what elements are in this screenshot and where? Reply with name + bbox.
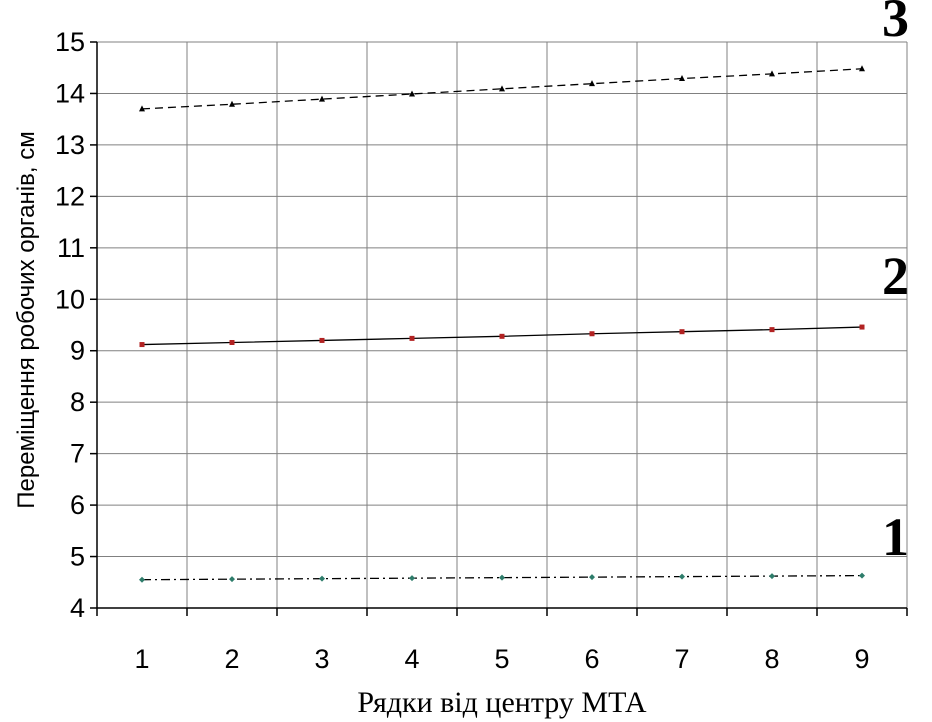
x-tick-label: 2 (224, 644, 239, 674)
series-3-point (769, 70, 775, 77)
series-3-point (319, 95, 325, 102)
series-3-point (409, 90, 415, 97)
y-tick-label: 9 (70, 336, 85, 366)
y-tick-label: 4 (70, 593, 85, 623)
series-1-point (499, 574, 505, 581)
y-tick-label: 13 (55, 130, 85, 160)
series-1-point (409, 575, 415, 582)
x-tick-label: 8 (764, 644, 779, 674)
series-2-point (319, 337, 325, 343)
series-1-label: 1 (882, 507, 909, 567)
y-tick-label: 5 (70, 542, 85, 572)
y-tick-label: 6 (70, 490, 85, 520)
series-3-point (589, 80, 595, 87)
series-3-point (139, 105, 145, 112)
series-2-point (139, 342, 145, 348)
series-2-point (229, 339, 235, 345)
series-2-point (769, 327, 775, 333)
series-group (139, 65, 865, 583)
grid (96, 41, 908, 609)
series-1-point (589, 574, 595, 581)
series-3-point (859, 65, 865, 72)
y-tick-label: 12 (55, 181, 85, 211)
series-3-point (499, 85, 505, 92)
x-tick-label: 1 (134, 644, 149, 674)
x-axis-label: Рядки від центру МТА (357, 686, 647, 719)
y-tick-label: 11 (57, 233, 85, 263)
axes (90, 41, 908, 616)
series-1-point (139, 576, 145, 583)
series-3-line (141, 68, 863, 110)
series-1-line (141, 574, 863, 581)
series-2-point (589, 331, 595, 337)
y-tick-label: 14 (55, 78, 85, 108)
x-tick-label: 4 (404, 644, 419, 674)
y-tick-label: 15 (55, 27, 85, 57)
x-tick-label: 9 (854, 644, 869, 674)
x-tick-label: 3 (314, 644, 329, 674)
x-tick-labels: 1 2 3 4 5 6 7 8 9 (134, 644, 869, 674)
series-2-point (679, 329, 685, 335)
y-tick-label: 8 (70, 387, 85, 417)
y-axis-label: Переміщення робочих органів, см (13, 131, 40, 508)
series-1-point (859, 572, 865, 579)
series-3-point (229, 100, 235, 107)
series-labels: 1 2 3 (882, 0, 909, 567)
series-3-label: 3 (882, 0, 909, 48)
series-3-point (679, 75, 685, 82)
series-1-point (319, 575, 325, 582)
series-1-point (679, 573, 685, 580)
series-1-point (229, 576, 235, 583)
x-tick-label: 5 (494, 644, 509, 674)
x-tick-label: 7 (674, 644, 689, 674)
series-1-point (769, 573, 775, 580)
series-2-point (859, 324, 865, 330)
y-tick-label: 10 (55, 284, 85, 314)
series-2-point (499, 333, 505, 339)
x-tick-label: 6 (584, 644, 599, 674)
y-tick-label: 7 (70, 439, 85, 469)
y-tick-labels: 4 5 6 7 8 9 10 11 12 13 14 15 (55, 27, 85, 623)
series-2-point (409, 335, 415, 341)
series-2-label: 2 (882, 246, 909, 306)
